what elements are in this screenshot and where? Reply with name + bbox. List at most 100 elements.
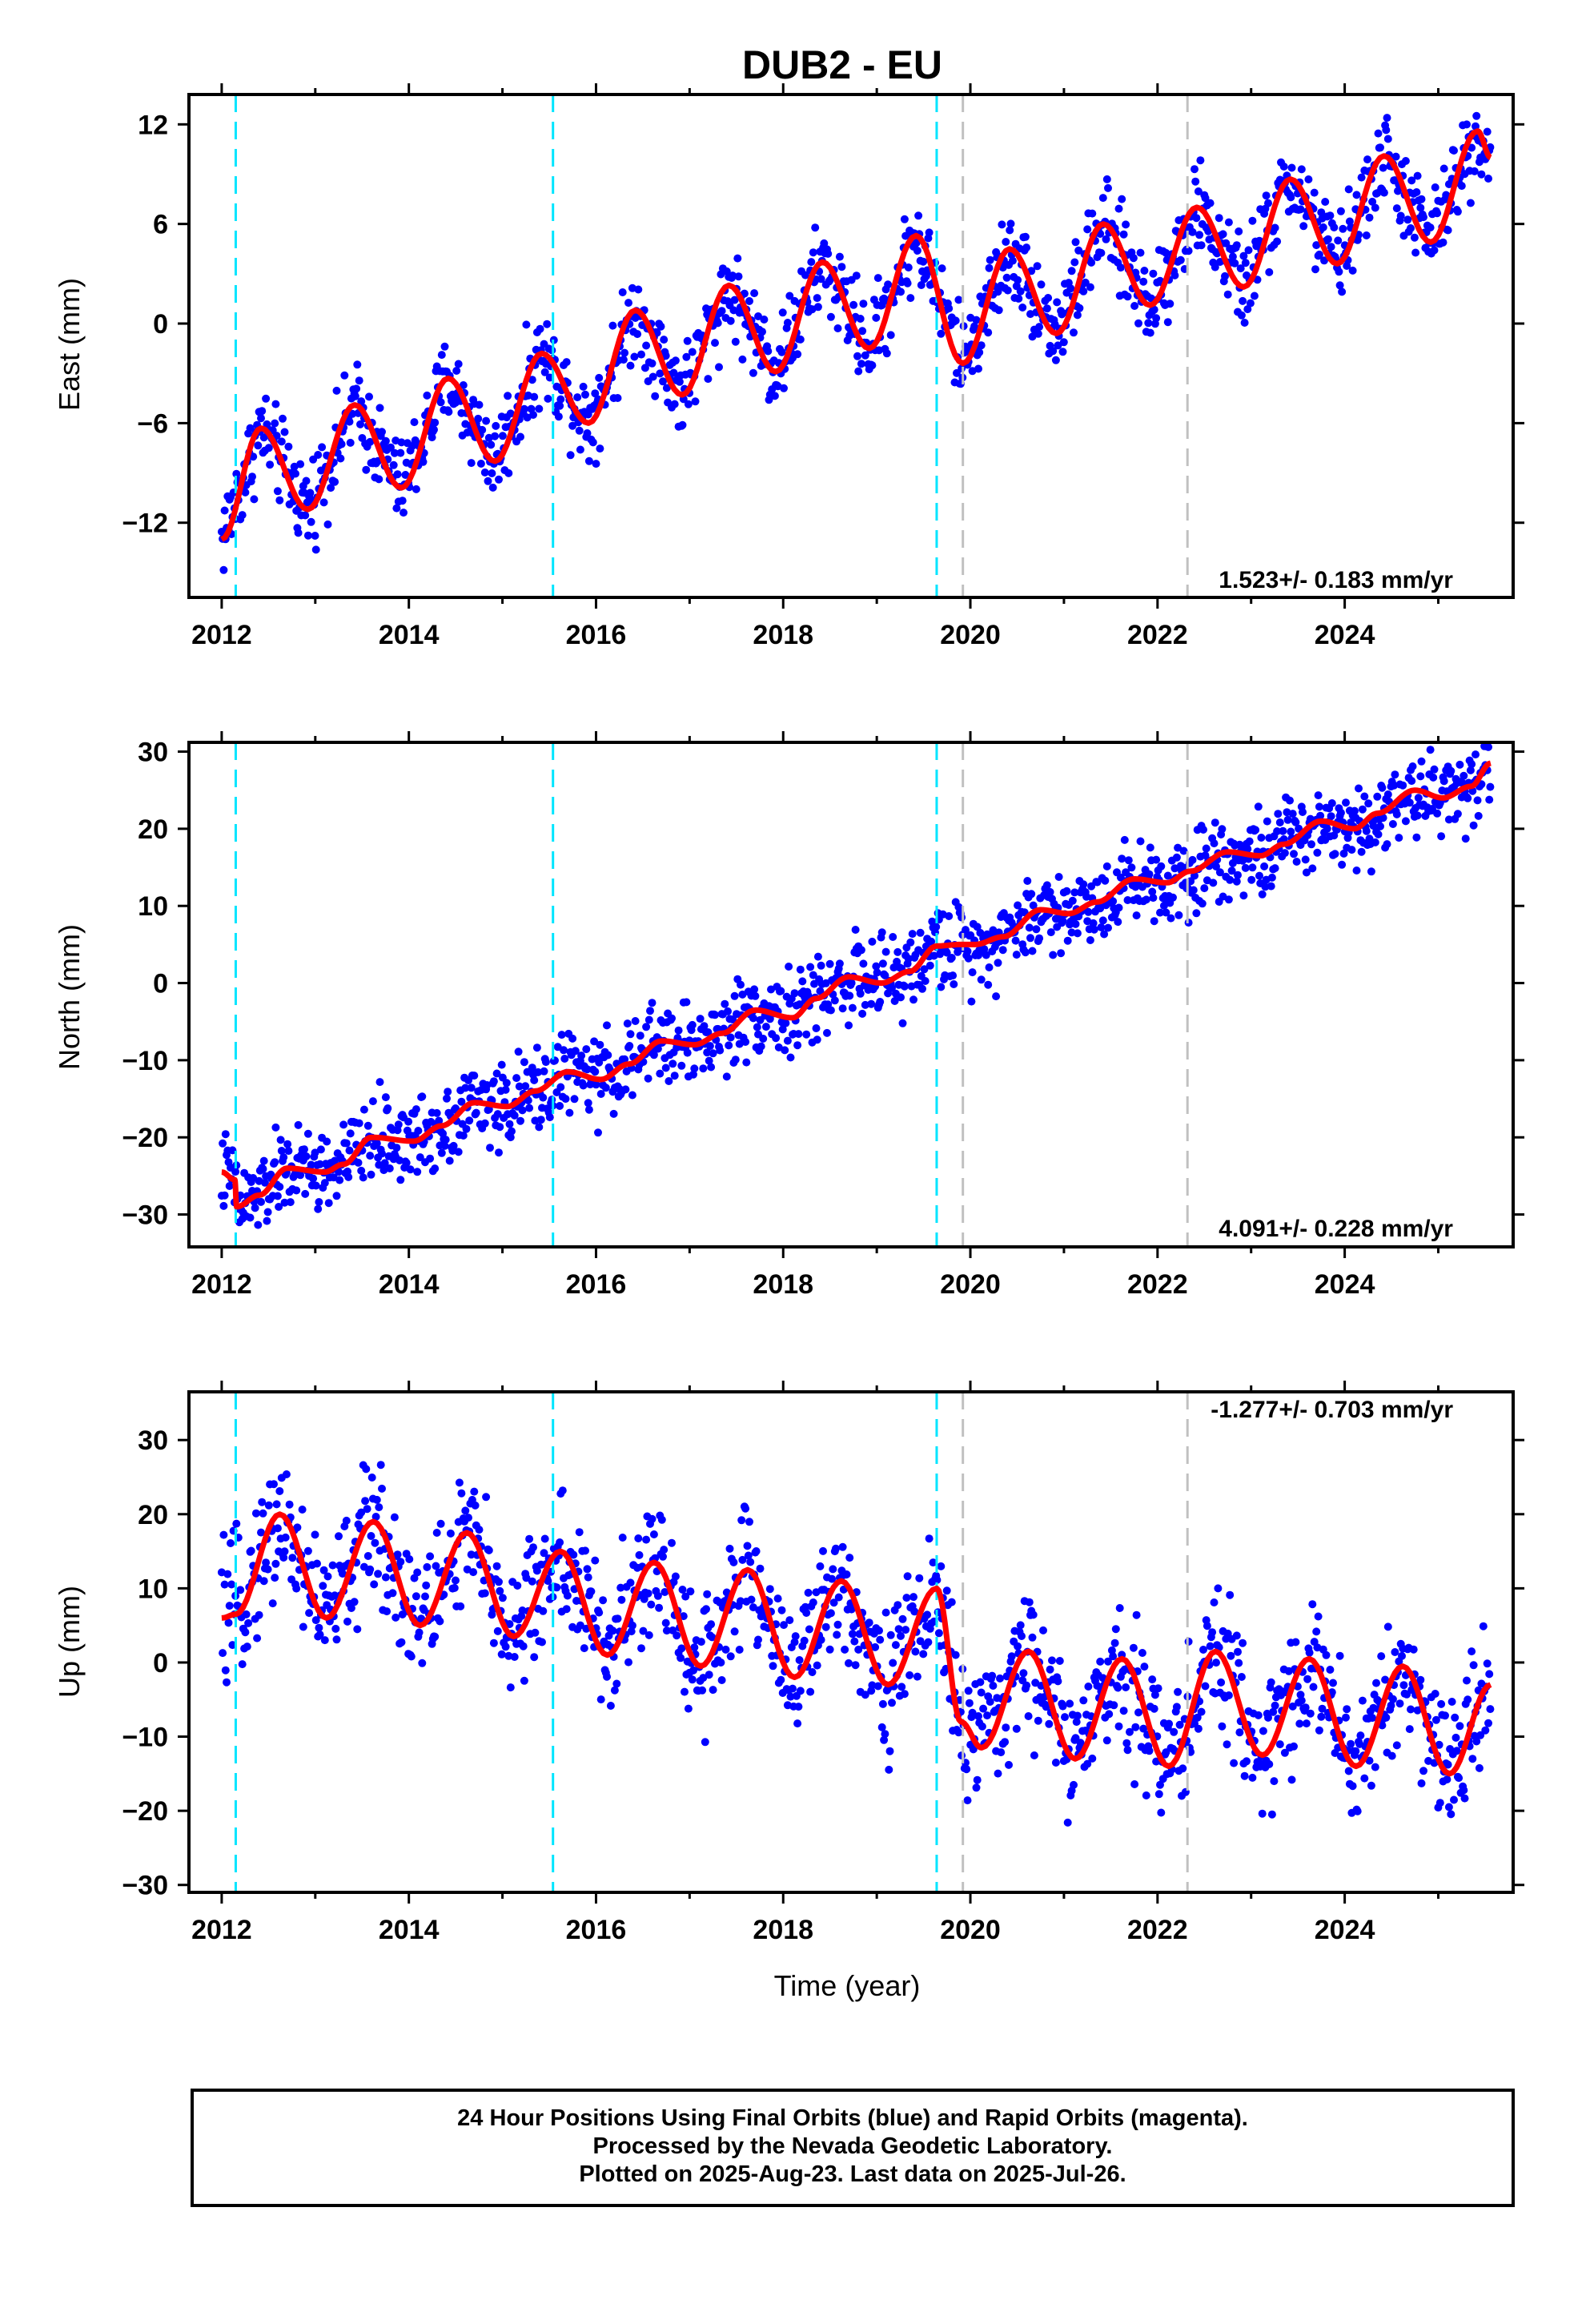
up-data-point: [1175, 1720, 1184, 1729]
east-data-point: [487, 440, 496, 449]
east-data-point: [1326, 211, 1335, 220]
up-data-point: [1018, 1632, 1026, 1640]
east-data-point: [1320, 256, 1328, 265]
up-data-point: [275, 1487, 284, 1495]
up-data-point: [898, 1614, 907, 1623]
up-data-point: [686, 1587, 695, 1596]
east-data-point: [634, 285, 643, 294]
east-data-point: [1191, 177, 1200, 186]
up-data-point: [1156, 1780, 1164, 1789]
north-data-point: [848, 1003, 857, 1012]
east-y-tick-label: 12: [138, 110, 168, 140]
north-data-point: [963, 947, 972, 955]
east-data-point: [919, 257, 928, 266]
east-data-point: [484, 476, 492, 485]
east-data-point: [733, 254, 742, 263]
north-data-point: [1042, 881, 1051, 890]
north-data-point: [545, 1113, 554, 1122]
east-data-point: [595, 373, 604, 382]
east-data-point: [592, 460, 600, 468]
east-data-point: [1379, 188, 1388, 197]
east-data-point: [837, 263, 846, 271]
up-data-point: [1016, 1621, 1025, 1630]
north-data-point: [845, 1021, 853, 1030]
north-data-point: [1218, 825, 1227, 834]
north-data-point: [435, 1116, 444, 1125]
east-data-point: [1297, 165, 1306, 174]
east-data-point: [854, 367, 863, 376]
up-data-point: [1134, 1708, 1142, 1717]
east-data-point: [431, 418, 440, 427]
up-data-point: [703, 1590, 712, 1598]
north-data-point: [1484, 742, 1492, 751]
up-data-point: [1019, 1669, 1028, 1678]
north-data-point: [1461, 834, 1470, 843]
up-data-point: [258, 1498, 267, 1506]
up-data-point: [519, 1642, 528, 1651]
north-data-point: [906, 938, 915, 947]
up-data-point: [1104, 1657, 1112, 1666]
east-data-point: [856, 315, 865, 323]
north-data-point: [1315, 802, 1323, 811]
up-data-point: [765, 1585, 774, 1594]
north-data-point: [1021, 948, 1030, 957]
north-data-point: [696, 1015, 705, 1023]
north-data-point: [532, 1043, 541, 1052]
up-x-tick-label: 2022: [1127, 1915, 1188, 1945]
north-data-point: [1466, 766, 1475, 774]
east-data-point: [480, 468, 489, 476]
up-data-point: [1395, 1699, 1404, 1708]
east-data-point: [301, 511, 310, 520]
up-data-point: [826, 1609, 835, 1618]
up-data-point: [469, 1568, 478, 1577]
north-data-point: [402, 1159, 411, 1167]
up-data-point: [539, 1606, 548, 1615]
up-data-point: [639, 1626, 648, 1635]
north-y-tick-label: 0: [153, 969, 168, 999]
up-data-point: [1254, 1711, 1263, 1719]
north-data-point: [1371, 838, 1379, 846]
up-data-point: [1240, 1771, 1249, 1780]
east-data-point: [760, 316, 769, 324]
east-data-point: [492, 421, 500, 430]
east-data-point: [975, 348, 984, 356]
north-data-point: [454, 1148, 463, 1156]
north-data-point: [1367, 867, 1375, 876]
north-data-point: [1014, 901, 1022, 910]
north-data-point: [515, 1082, 524, 1091]
north-data-point: [1399, 781, 1407, 790]
north-data-point: [1084, 907, 1093, 916]
up-data-point: [1193, 1713, 1202, 1722]
north-data-point: [315, 1160, 324, 1168]
north-data-point: [1023, 877, 1032, 885]
up-data-point: [461, 1506, 470, 1515]
up-data-point: [1170, 1727, 1178, 1736]
east-data-point: [1265, 267, 1274, 276]
north-data-point: [670, 1072, 679, 1080]
north-data-point: [1096, 904, 1105, 913]
up-data-point: [1460, 1786, 1468, 1795]
up-fit-line: [219, 1511, 1492, 1777]
up-data-point: [1468, 1755, 1477, 1763]
north-data-point: [1146, 843, 1154, 852]
up-data-point: [241, 1628, 250, 1637]
up-data-point: [901, 1626, 910, 1634]
east-data-point: [1304, 175, 1313, 183]
north-data-point: [1302, 868, 1311, 877]
up-data-point: [372, 1495, 381, 1504]
up-data-point: [698, 1686, 707, 1695]
east-data-point: [750, 289, 759, 298]
up-data-point: [1481, 1726, 1490, 1735]
up-data-point: [328, 1561, 337, 1570]
east-data-point: [731, 337, 740, 346]
up-data-point: [1002, 1723, 1010, 1732]
up-data-point: [311, 1616, 320, 1625]
north-data-point: [311, 1148, 319, 1157]
east-data-point: [780, 384, 788, 392]
east-data-point: [1163, 318, 1172, 327]
east-data-point: [520, 404, 528, 413]
up-data-point: [642, 1535, 651, 1544]
east-data-point: [1463, 120, 1471, 129]
north-y-tick-label: −20: [122, 1123, 168, 1153]
